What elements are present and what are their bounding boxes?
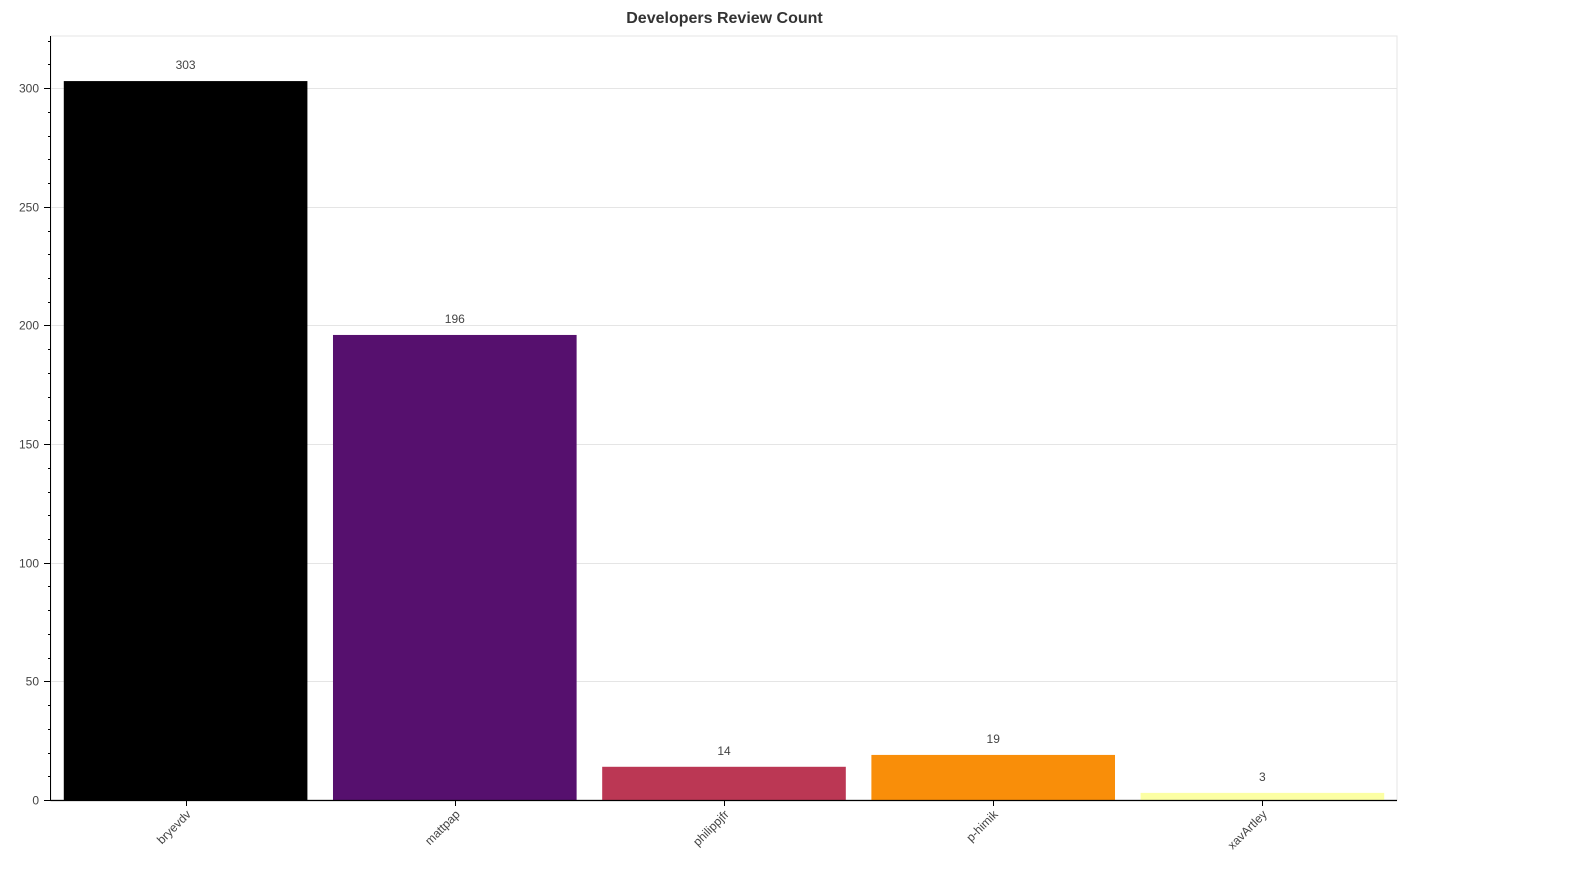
x-tick-label-bryevdv: bryevdv — [154, 807, 194, 847]
value-label-philippjfr: 14 — [717, 744, 731, 758]
bar-philippjfr — [602, 766, 846, 800]
bar-bryevdv — [63, 81, 308, 800]
y-tick-label-0: 0 — [32, 794, 39, 808]
chart-title: Developers Review Count — [626, 10, 823, 27]
value-label-bryevdv: 303 — [176, 58, 196, 72]
y-tick-label-200: 200 — [19, 319, 39, 333]
y-tick-label-50: 50 — [26, 675, 40, 689]
value-label-xavArtley: 3 — [1259, 770, 1266, 784]
bar-mattpap — [332, 334, 577, 800]
x-tick-label-xavArtley: xavArtley — [1225, 807, 1270, 852]
y-tick-label-300: 300 — [19, 82, 39, 96]
x-tick-label-mattpap: mattpap — [422, 807, 463, 848]
y-tick-label-250: 250 — [19, 201, 39, 215]
value-label-p-himik: 19 — [987, 732, 1001, 746]
x-tick-label-philippjfr: philippjfr — [690, 807, 732, 849]
bar-p-himik — [871, 754, 1116, 800]
y-tick-label-100: 100 — [19, 557, 39, 571]
y-tick-label-150: 150 — [19, 438, 39, 452]
x-tick-label-p-himik: p-himik — [963, 807, 1001, 845]
value-label-mattpap: 196 — [445, 312, 465, 326]
bar-xavArtley — [1140, 792, 1385, 800]
